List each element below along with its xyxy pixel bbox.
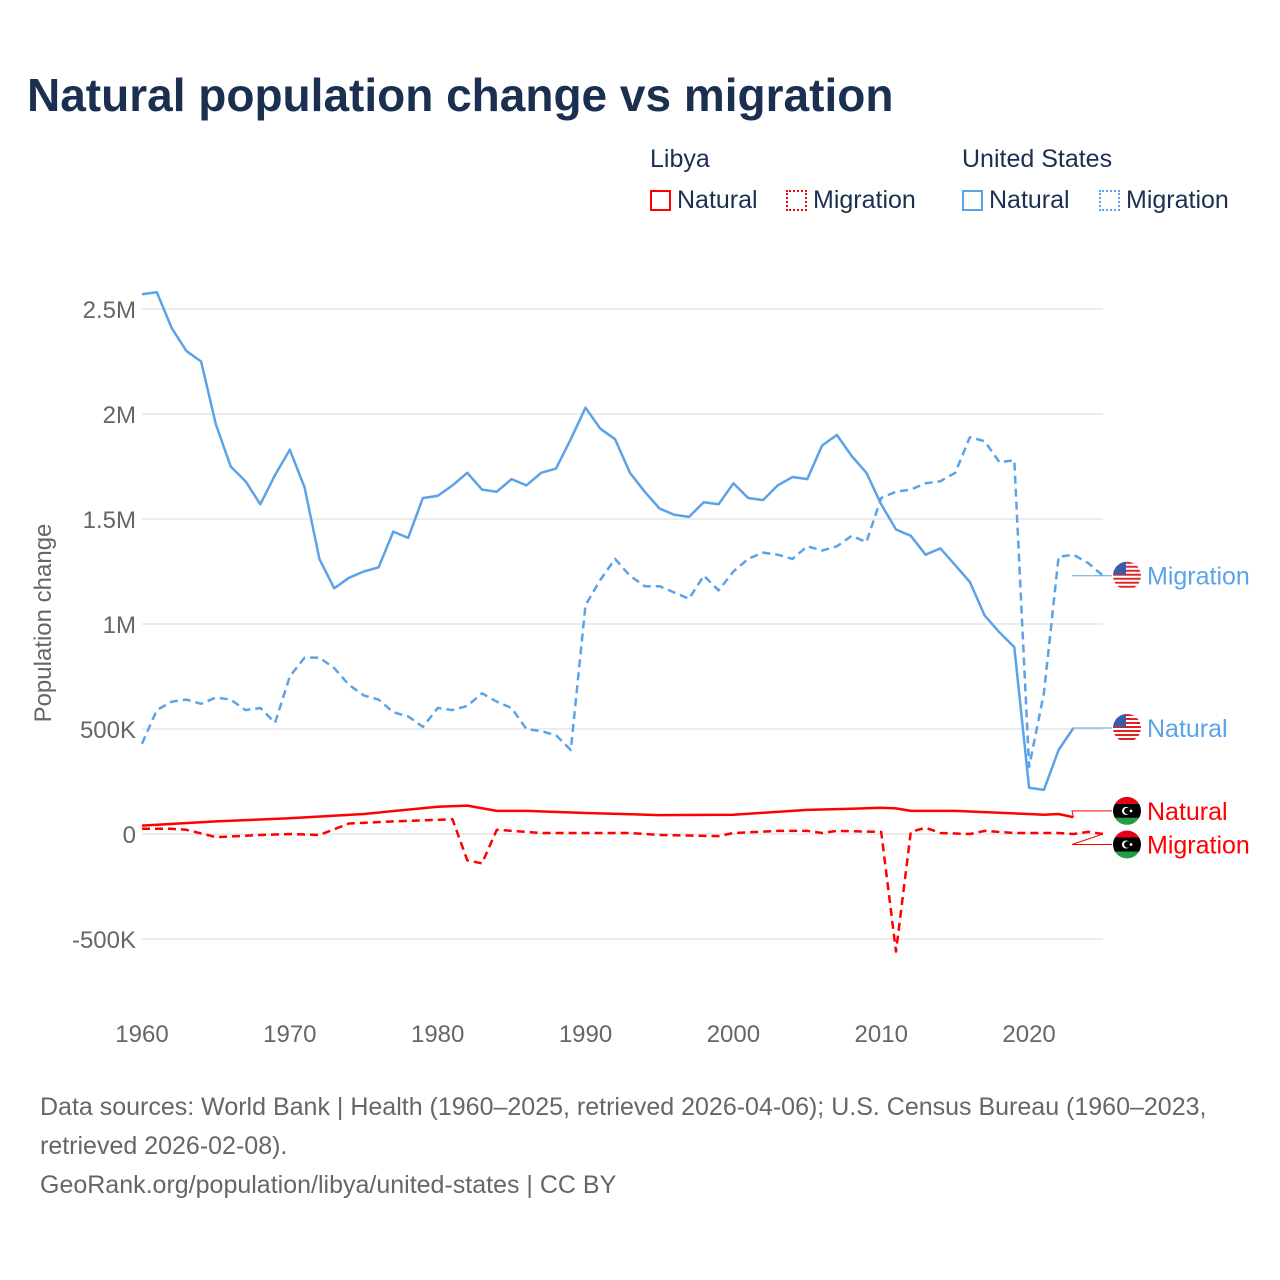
flag-stripe — [1113, 732, 1141, 734]
flag-stripe — [1113, 729, 1141, 733]
flag-stripe — [1113, 565, 1141, 568]
x-tick-label: 2000 — [707, 1021, 760, 1048]
chart-title: Natural population change vs migration — [27, 69, 894, 121]
flag-stripe — [1113, 737, 1141, 741]
flag-band — [1113, 830, 1141, 838]
series-end-label: Natural — [1147, 715, 1228, 743]
us-flag-icon — [1113, 713, 1141, 742]
flag-canton — [1113, 713, 1126, 727]
flag-fill — [1113, 830, 1141, 859]
flag-stripe — [1113, 577, 1141, 580]
flag-band — [1113, 796, 1141, 804]
flag-stripe — [1113, 561, 1141, 564]
y-tick-label: 1.5M — [83, 507, 136, 534]
libya-flag-icon — [1113, 796, 1141, 825]
flag-band — [1113, 817, 1141, 825]
legend-swatch-solid — [650, 190, 671, 211]
star-icon — [1129, 809, 1133, 813]
flag-stripe — [1113, 585, 1141, 588]
flag-stripe — [1113, 724, 1141, 726]
flag-stripe — [1113, 713, 1141, 717]
y-tick-label: 1M — [103, 612, 136, 639]
flag-stripe — [1113, 581, 1141, 584]
x-tick-label: 1960 — [115, 1021, 168, 1048]
flag-stripe — [1113, 567, 1141, 570]
flag-stripe — [1113, 563, 1141, 566]
series-line-united-states-migration — [140, 435, 1104, 769]
flag-stripe — [1113, 583, 1141, 586]
y-tick-label: 2.5M — [83, 297, 136, 324]
x-tick-label: 1970 — [263, 1021, 316, 1048]
x-tick-label: 1990 — [559, 1021, 612, 1048]
y-tick-label: 0 — [123, 822, 136, 849]
flag-fill — [1113, 561, 1141, 590]
series-end-label: Migration — [1147, 832, 1250, 860]
series-line-libya-natural — [141, 804, 1074, 827]
series-line-united-states-natural — [141, 290, 1075, 792]
flag-stripe — [1113, 573, 1141, 576]
flag-stripe — [1113, 733, 1141, 737]
series-end-label: Migration — [1147, 563, 1250, 591]
flag-stripe — [1113, 717, 1141, 721]
legend-label: Migration — [813, 186, 916, 214]
legend-label: Natural — [677, 186, 758, 214]
flag-stripe — [1113, 587, 1141, 590]
y-tick-label: 2M — [103, 402, 136, 429]
legend-us-natural[interactable]: Natural — [962, 186, 1070, 215]
flag-fill — [1113, 713, 1141, 742]
flag-stripe — [1113, 728, 1141, 730]
source-link[interactable]: GeoRank.org/population/libya/united-stat… — [40, 1171, 617, 1199]
legend-group-libya: Libya — [650, 145, 710, 173]
flag-stripe — [1113, 720, 1141, 722]
y-tick-label: 500K — [80, 717, 136, 744]
crescent-cut — [1124, 807, 1131, 815]
legend-libya-natural[interactable]: Natural — [650, 186, 758, 215]
legend-us-migration[interactable]: Migration — [1099, 186, 1229, 215]
y-axis-label: Population change — [30, 524, 57, 723]
flag-stripe — [1113, 725, 1141, 729]
flag-band — [1113, 851, 1141, 859]
x-tick-label: 1980 — [411, 1021, 464, 1048]
legend-label: Natural — [989, 186, 1070, 214]
flag-stripe — [1113, 736, 1141, 738]
us-flag-icon — [1113, 561, 1141, 590]
flag-stripe — [1113, 571, 1141, 574]
series-line-libya-migration — [142, 818, 1104, 953]
flag-stripe — [1113, 740, 1141, 742]
flag-fill — [1113, 796, 1141, 825]
x-tick-label: 2020 — [1002, 1021, 1055, 1048]
flag-canton — [1113, 561, 1126, 575]
legend-libya-migration[interactable]: Migration — [786, 186, 916, 215]
x-tick-label: 2010 — [855, 1021, 908, 1048]
flag-stripe — [1113, 721, 1141, 725]
legend-swatch-dotted — [786, 190, 807, 211]
flag-stripe — [1113, 569, 1141, 572]
legend-label: Migration — [1126, 186, 1229, 214]
legend-swatch-solid — [962, 190, 983, 211]
crescent-cut — [1124, 841, 1131, 848]
flag-stripe — [1113, 716, 1141, 718]
y-tick-label: -500K — [72, 927, 136, 954]
libya-flag-icon — [1113, 830, 1141, 859]
flag-stripe — [1113, 575, 1141, 578]
series-end-label: Natural — [1147, 798, 1228, 826]
label-connector — [1071, 833, 1112, 845]
flag-stripe — [1113, 579, 1141, 582]
data-sources: Data sources: World Bank | Health (1960–… — [40, 1093, 1207, 1160]
label-connector — [1071, 810, 1112, 818]
star-icon — [1129, 843, 1133, 846]
footer: Data sources: World Bank | Health (1960–… — [40, 1088, 1260, 1205]
legend-group-united-states: United States — [962, 145, 1113, 173]
legend-swatch-dotted — [1099, 190, 1120, 211]
